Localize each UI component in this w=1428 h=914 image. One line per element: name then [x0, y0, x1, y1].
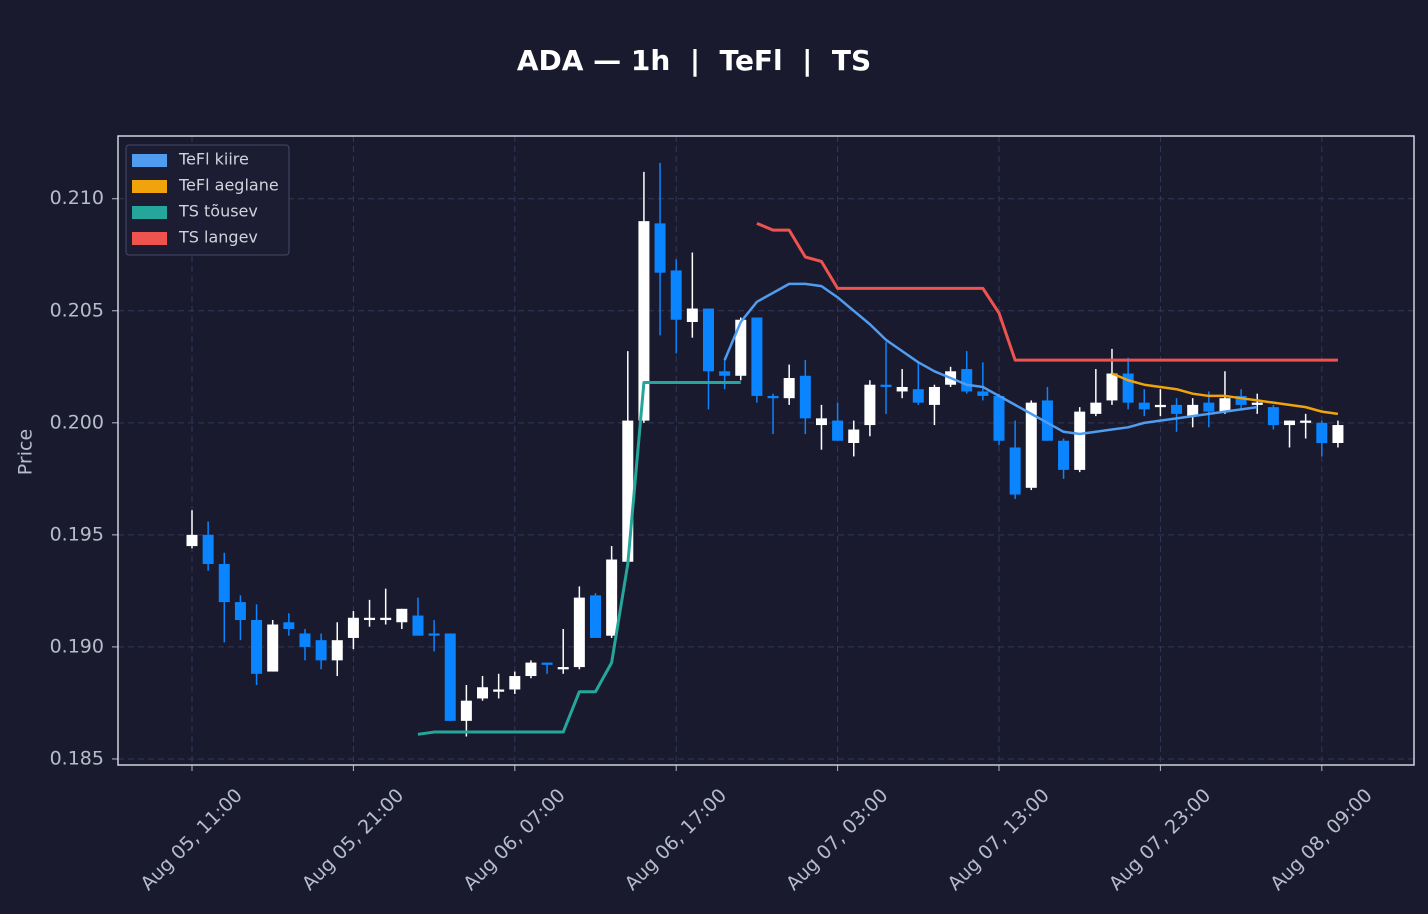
chart-title: ADA — 1h | TeFl | TS [517, 44, 871, 77]
candle-body [670, 270, 682, 320]
candle-body [509, 676, 521, 690]
overlay-line [723, 282, 1258, 436]
legend-swatch [132, 154, 167, 167]
candle-body [573, 597, 585, 668]
candle-body [928, 386, 940, 405]
candle-body [267, 624, 279, 672]
overlay-line [756, 222, 1338, 362]
candle-body [331, 640, 343, 661]
candle-body [880, 384, 892, 387]
candle-body [686, 308, 698, 322]
candle-body [218, 563, 230, 603]
candle-body [767, 395, 779, 399]
candle-body [1154, 404, 1166, 408]
candle-body [251, 620, 263, 674]
candle-body [1106, 373, 1118, 401]
candle-body [1074, 411, 1086, 470]
candle-body [606, 559, 618, 636]
candle-body [654, 223, 666, 273]
candle-body [364, 617, 376, 621]
candle-body [1058, 440, 1070, 470]
legend-label: TS langev [178, 228, 258, 247]
y-tick-label: 0.205 [50, 299, 104, 321]
y-axis-label: Price [15, 429, 37, 475]
candle-body [1235, 395, 1247, 405]
candle-body [186, 534, 198, 547]
candle-body [735, 319, 747, 376]
candle-body [299, 633, 311, 647]
candle-body [396, 608, 408, 623]
candle-body [993, 395, 1005, 441]
y-tick-label: 0.190 [50, 635, 104, 657]
candle-body [1187, 404, 1199, 417]
overlay-line [417, 380, 741, 736]
candle-body [832, 420, 844, 441]
y-tick-label: 0.200 [50, 411, 104, 433]
candle-body [541, 662, 553, 665]
plot-area [118, 136, 1414, 765]
candle-body [444, 633, 456, 721]
legend-swatch [132, 206, 167, 219]
y-tick-label: 0.195 [50, 523, 104, 545]
legend-label: TeFl aeglane [178, 176, 279, 195]
candle-body [1025, 402, 1037, 488]
candle-body [1332, 425, 1344, 443]
candle-body [896, 386, 908, 392]
candle-body [1171, 404, 1183, 414]
candle-body [1090, 402, 1102, 414]
candle-body [977, 391, 989, 396]
legend-swatch [132, 180, 167, 193]
candle-body [1041, 400, 1053, 441]
y-tick-label: 0.185 [50, 747, 104, 769]
candle-body [1267, 407, 1279, 426]
candle-body [848, 429, 860, 443]
legend-label: TeFl kiire [178, 150, 249, 169]
candle-body [234, 602, 246, 621]
legend-swatch [132, 232, 167, 245]
candle-body [815, 418, 827, 426]
candle-body [557, 667, 569, 670]
candle-body [202, 534, 214, 564]
candle-body [380, 617, 392, 621]
candle-body [1138, 402, 1150, 410]
candle-body [460, 700, 472, 721]
candle-body [702, 308, 714, 372]
candle-body [1009, 447, 1021, 495]
candle-body [590, 595, 601, 638]
candle-body [961, 369, 973, 392]
candle-body [719, 371, 731, 376]
candle-body [799, 375, 811, 419]
legend: TeFl kiire TeFl aeglane TS tõusev TS langev [125, 144, 290, 256]
candle-body [315, 640, 327, 661]
candle-body [1284, 420, 1296, 426]
candle-body [412, 615, 424, 636]
candle-body [638, 221, 650, 421]
candle-body [1300, 420, 1312, 423]
candle-body [783, 378, 795, 399]
candle-body [864, 384, 876, 426]
candle-body [428, 633, 440, 636]
y-tick-label: 0.210 [50, 187, 104, 209]
candle-body [477, 687, 489, 699]
candle-body [283, 622, 295, 629]
candle-body [1219, 398, 1231, 412]
legend-box [125, 144, 290, 256]
legend-label: TS tõusev [178, 202, 258, 221]
candle-body [622, 420, 634, 562]
candle-body [347, 617, 359, 638]
candle-body [751, 317, 763, 396]
candle-body [493, 689, 505, 692]
plot-border [117, 135, 1415, 766]
candle-body [1203, 402, 1215, 412]
overlay-line [1111, 372, 1339, 416]
candle-body [1122, 373, 1134, 403]
candle-body [525, 662, 537, 677]
candle-body [1316, 422, 1328, 443]
candle-body [1251, 402, 1263, 405]
candle-body [912, 389, 924, 403]
